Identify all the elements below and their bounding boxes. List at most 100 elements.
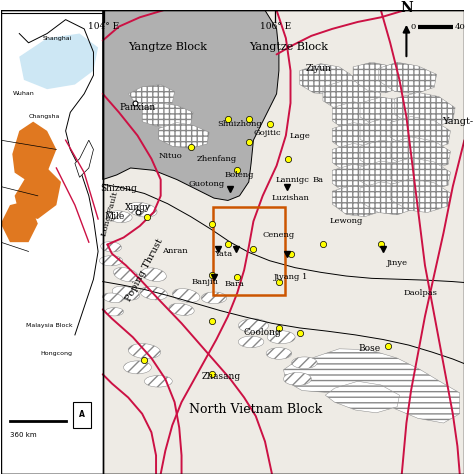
Text: A: A [79,410,85,419]
Bar [103,10,465,474]
Ellipse shape [266,347,292,359]
Polygon shape [75,140,93,177]
Polygon shape [142,103,193,128]
Bar [73,402,91,428]
Text: Anran: Anran [162,247,187,255]
Text: Ceneng: Ceneng [263,231,295,239]
Ellipse shape [238,319,268,333]
Ellipse shape [113,267,138,282]
Polygon shape [15,168,61,219]
Text: Shuizhong: Shuizhong [217,120,262,128]
Text: Yangtze Block: Yangtze Block [128,43,207,53]
Polygon shape [325,381,400,413]
Polygon shape [379,62,437,94]
Polygon shape [1,201,38,242]
Ellipse shape [100,255,123,266]
Polygon shape [103,10,279,201]
Polygon shape [19,34,98,89]
Bar [1,10,103,474]
Polygon shape [390,158,450,191]
Text: Nituo: Nituo [158,153,182,160]
Polygon shape [390,179,450,212]
Ellipse shape [124,361,151,374]
Text: Banjiu: Banjiu [191,278,218,286]
Text: Yata: Yata [214,250,232,258]
Text: Yangtze Block: Yangtze Block [249,43,328,53]
Text: Bose: Bose [358,344,381,353]
Text: Panxian: Panxian [119,103,155,112]
Polygon shape [128,84,174,108]
Ellipse shape [100,242,121,252]
Text: 360 km: 360 km [10,432,36,438]
Ellipse shape [201,292,227,304]
Text: Zhasang: Zhasang [201,372,240,381]
Text: Long Fault: Long Fault [100,191,119,237]
Text: Lannigc: Lannigc [276,175,310,183]
Text: Shanghai: Shanghai [43,36,72,41]
Bar [103,10,465,474]
Text: Malaysia Block: Malaysia Block [26,323,73,328]
Text: Changsha: Changsha [28,115,60,119]
Text: 40: 40 [455,23,466,31]
Text: Daolpas: Daolpas [403,289,437,297]
Text: 104° E: 104° E [88,22,119,31]
Polygon shape [12,122,56,182]
Ellipse shape [102,293,123,302]
Text: Xingy: Xingy [125,203,151,212]
Text: N: N [400,1,413,15]
Text: Bara: Bara [225,280,245,288]
Text: Luzishan: Luzishan [272,194,310,202]
Text: Ba: Ba [313,175,324,183]
Polygon shape [332,102,385,133]
Text: 106° E: 106° E [260,22,291,31]
Polygon shape [158,123,210,148]
Text: Shizong: Shizong [100,184,137,193]
Text: Jiyang 1: Jiyang 1 [273,273,308,281]
Polygon shape [353,62,406,93]
Text: 0: 0 [410,23,416,31]
Text: Coolong: Coolong [244,328,282,337]
Ellipse shape [140,286,167,300]
Text: Zhenfang: Zhenfang [196,155,237,163]
Text: Hongcong: Hongcong [40,351,72,356]
Polygon shape [360,97,418,130]
Polygon shape [395,92,455,128]
Text: Wuhan: Wuhan [12,91,34,96]
Ellipse shape [141,268,166,282]
Polygon shape [332,164,385,196]
Ellipse shape [292,357,317,368]
Polygon shape [360,161,418,194]
Polygon shape [300,64,353,95]
Ellipse shape [267,331,295,344]
Ellipse shape [127,202,157,217]
Ellipse shape [112,286,139,300]
Ellipse shape [105,308,124,316]
Text: Yangt-: Yangt- [442,117,473,126]
Polygon shape [332,123,385,154]
Polygon shape [332,144,385,175]
Polygon shape [360,140,418,173]
Text: Boleng: Boleng [225,171,254,179]
Bar [213,208,285,295]
Polygon shape [390,117,450,150]
Text: Poping Thrust: Poping Thrust [124,237,165,303]
Polygon shape [390,137,450,171]
Polygon shape [360,182,418,215]
Ellipse shape [169,303,194,315]
Text: Ziyun: Ziyun [305,64,331,73]
Polygon shape [283,349,460,423]
Text: North Vietnam Block: North Vietnam Block [189,402,322,416]
Ellipse shape [145,375,172,387]
Ellipse shape [173,289,200,302]
Polygon shape [332,185,385,217]
Ellipse shape [107,211,132,223]
Text: Mile: Mile [104,212,125,221]
Text: Guotong: Guotong [189,180,225,188]
Text: Jinye: Jinye [387,259,408,267]
Polygon shape [323,80,381,113]
Polygon shape [360,119,418,152]
Ellipse shape [283,373,311,385]
Bar [1,10,103,474]
Text: Lewong: Lewong [329,217,363,225]
Ellipse shape [128,344,161,359]
